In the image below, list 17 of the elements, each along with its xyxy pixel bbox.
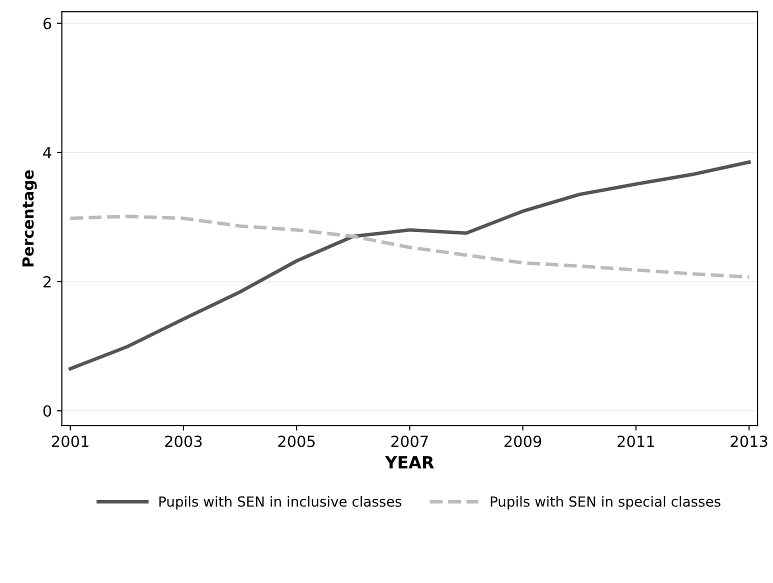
y-tick-label: 6	[43, 18, 52, 30]
line-series	[68, 160, 751, 370]
legend-label: Pupils with SEN in inclusive classes	[159, 496, 402, 510]
y-tick-label: 0	[43, 405, 52, 417]
line-series	[68, 214, 751, 279]
y-axis-title: Percentage	[22, 170, 37, 266]
legend-label: Pupils with SEN in special classes	[490, 496, 720, 510]
x-tick-label: 2013	[730, 436, 768, 448]
x-tick-label: 2009	[504, 436, 542, 448]
x-tick-label: 2011	[618, 436, 654, 448]
y-tick-label: 4	[43, 147, 52, 158]
x-axis-title: YEAR	[384, 456, 434, 468]
x-tick-label: 2005	[278, 436, 315, 448]
x-tick-label: 2007	[391, 436, 428, 448]
y-tick-label: 2	[44, 276, 51, 288]
x-tick-label: 2003	[165, 436, 202, 448]
x-tick-label: 2001	[52, 436, 88, 448]
